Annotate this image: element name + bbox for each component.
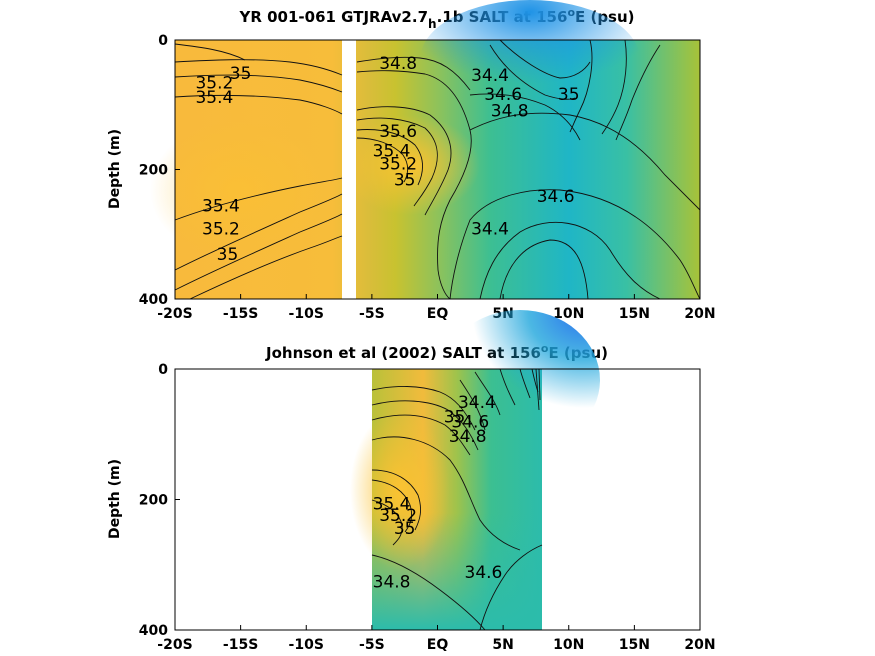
top-x-tick-label: -10S [289, 306, 324, 322]
top-y-tick-label: 200 [139, 163, 168, 179]
bottom-contour-label: 34.4 [458, 393, 496, 413]
top-contour-label: 35.2 [379, 155, 417, 175]
bottom-x-tick-label: -20S [157, 637, 192, 653]
top-y-axis-label: Depth (m) [107, 129, 123, 209]
top-contour-label: 34.6 [537, 187, 575, 207]
top-contour-label: 35 [217, 245, 239, 265]
bottom-x-tick-label: 15N [619, 637, 650, 653]
bottom-x-tick-label: -5S [359, 637, 385, 653]
top-x-tick-label: -15S [223, 306, 258, 322]
bottom-y-axis: 0 200 400 [139, 362, 180, 639]
top-contour-label: 34.8 [379, 54, 417, 74]
top-contours [174, 39, 701, 300]
top-y-tick-label: 400 [139, 292, 168, 308]
top-contour-label: 35.4 [202, 197, 240, 217]
bottom-x-axis: -20S -15S -10S -5S EQ 5N 10N 15N 20N [157, 625, 716, 653]
top-x-tick-label: EQ [427, 306, 449, 322]
top-contour-label: 35.2 [202, 219, 240, 239]
bottom-contour-label: 35 [444, 408, 466, 428]
top-data-gap [342, 39, 356, 301]
top-x-tick-label: 10N [553, 306, 584, 322]
bottom-y-tick-label: 200 [139, 493, 168, 509]
bottom-x-tick-label: -10S [289, 637, 324, 653]
bottom-x-tick-label: 10N [553, 637, 584, 653]
top-contour-label: 35.6 [379, 122, 417, 142]
bottom-contour-label: 35.4 [373, 494, 411, 514]
bottom-x-tick-label: -15S [223, 637, 258, 653]
top-contour-label: 35 [394, 171, 416, 191]
bottom-contour-label: 35 [394, 519, 416, 539]
top-y-tick-label: 0 [158, 33, 168, 49]
top-contour-label: 35 [558, 85, 580, 105]
top-x-tick-label: -20S [157, 306, 192, 322]
bottom-contour-label: 34.8 [449, 427, 487, 447]
bottom-y-tick-label: 400 [139, 623, 168, 639]
bottom-contour-label: 34.6 [451, 413, 489, 433]
bottom-contour-label: 34.8 [373, 573, 411, 593]
top-contour-label: 35.2 [195, 74, 233, 94]
top-x-tick-label: -5S [359, 306, 385, 322]
top-contour-label: 34.8 [491, 101, 529, 121]
top-x-tick-label: 20N [684, 306, 715, 322]
top-contour-label: 35.4 [195, 88, 233, 108]
top-contour-label: 34.4 [471, 66, 509, 86]
bottom-contour-label: 35.2 [379, 506, 417, 526]
top-panel: YR 001-061 GTJRAv2.7h.1b SALT at 156oE (… [107, 0, 716, 322]
top-contour-label: 34.6 [484, 85, 522, 105]
bottom-x-tick-label: 20N [684, 637, 715, 653]
top-y-axis: 0 200 400 [139, 33, 180, 308]
bottom-panel: Johnson et al (2002) SALT at 156oE (psu) [107, 310, 716, 653]
bottom-x-tick-label: 5N [492, 637, 513, 653]
bottom-contours [371, 368, 543, 631]
top-contour-label: 34.4 [471, 219, 509, 239]
top-contour-label: 35 [230, 64, 252, 84]
top-x-tick-label: 15N [619, 306, 650, 322]
bottom-y-axis-label: Depth (m) [107, 459, 123, 539]
top-contour-label: 35.4 [373, 142, 411, 162]
bottom-y-tick-label: 0 [158, 362, 168, 378]
bottom-contour-label: 34.6 [465, 563, 503, 583]
bottom-x-tick-label: EQ [427, 637, 449, 653]
